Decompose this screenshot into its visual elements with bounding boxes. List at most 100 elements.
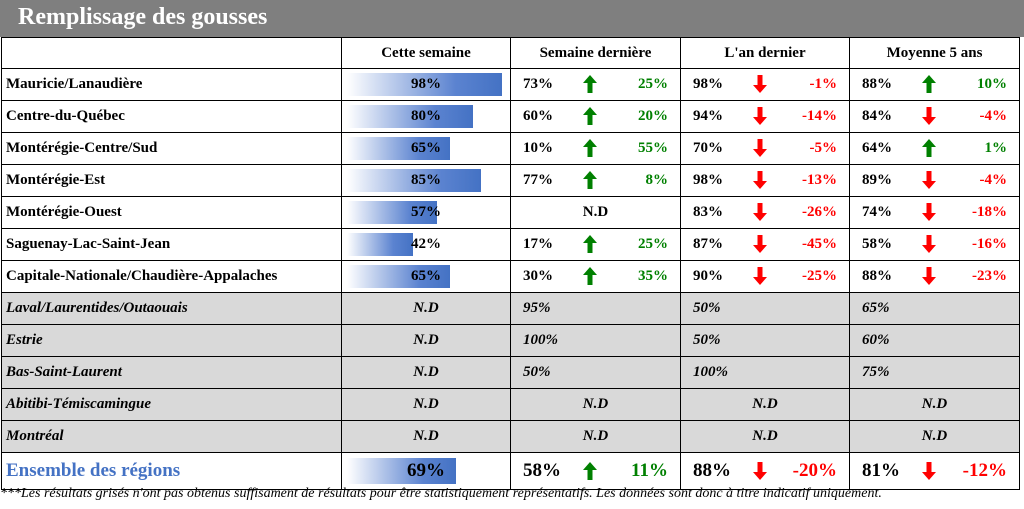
header-avg5: Moyenne 5 ans <box>849 37 1020 69</box>
arrow-up-icon <box>583 235 597 253</box>
comparison-value: 98% <box>693 172 723 188</box>
avg5-value: N.D <box>849 388 1020 421</box>
this-week-value: 57% <box>411 204 441 220</box>
comparison-cell: 88% -23% <box>849 260 1020 293</box>
comparison-value: 73% <box>523 76 553 92</box>
header-row: Cette semaine Semaine dernière L'an dern… <box>1 37 1020 69</box>
this-week-cell: 80% <box>341 100 511 133</box>
arrow-down-icon <box>922 462 936 480</box>
progress-bar <box>347 73 502 96</box>
table-row-grey: Montréal N.D N.D N.D N.D <box>1 420 1020 453</box>
table-row: Montérégie-Ouest 57% N.D 83% -26% 74% -18% <box>1 196 1020 229</box>
table-row-grey: Bas-Saint-Laurent N.D 50% 100% 75% <box>1 356 1020 389</box>
total-label: Ensemble des régions <box>1 452 342 490</box>
table-row: Capitale-Nationale/Chaudière-Appalaches 6… <box>1 260 1020 293</box>
not-available-cell: N.D <box>510 196 681 229</box>
comparison-cell: 87% -45% <box>680 228 850 261</box>
arrow-up-icon <box>583 462 597 480</box>
avg5-value: 65% <box>849 292 1020 325</box>
comparison-value: 70% <box>693 140 723 156</box>
region-name: Bas-Saint-Laurent <box>1 356 342 389</box>
this-week-value: 65% <box>411 140 441 156</box>
comparison-diff: 1% <box>984 140 1008 156</box>
last-week-value: 50% <box>510 356 681 389</box>
comparison-cell: 60% 20% <box>510 100 681 133</box>
arrow-down-icon <box>753 203 767 221</box>
region-name: Centre-du-Québec <box>1 100 342 133</box>
comparison-value: 17% <box>523 236 553 252</box>
table-row-grey: Estrie N.D 100% 50% 60% <box>1 324 1020 357</box>
comparison-diff: -45% <box>802 236 837 252</box>
last-year-value: 50% <box>680 292 850 325</box>
comparison-value: 81% <box>862 460 900 481</box>
arrow-up-icon <box>583 139 597 157</box>
arrow-up-icon <box>583 267 597 285</box>
this-week-cell: 57% <box>341 196 511 229</box>
comparison-cell: 17% 25% <box>510 228 681 261</box>
progress-bar <box>347 201 437 224</box>
comparison-diff: -4% <box>979 172 1008 188</box>
comparison-diff: -14% <box>802 108 837 124</box>
comparison-value: 10% <box>523 140 553 156</box>
comparison-cell: 30% 35% <box>510 260 681 293</box>
comparison-cell: 74% -18% <box>849 196 1020 229</box>
arrow-up-icon <box>583 171 597 189</box>
this-week-value: N.D <box>341 324 511 357</box>
region-name: Montérégie-Centre/Sud <box>1 132 342 165</box>
table-row: Saguenay-Lac-Saint-Jean 42% 17% 25% 87% -45% 5… <box>1 228 1020 261</box>
title-bar: Remplissage des gousses <box>0 0 1024 37</box>
comparison-diff: 25% <box>638 236 668 252</box>
arrow-down-icon <box>753 139 767 157</box>
comparison-value: 88% <box>862 268 892 284</box>
comparison-cell: 81% -12% <box>849 452 1020 490</box>
this-week-cell: 69% <box>341 452 511 490</box>
comparison-diff: 8% <box>645 172 669 188</box>
region-name: Abitibi-Témiscamingue <box>1 388 342 421</box>
comparison-cell: 98% -1% <box>680 68 850 101</box>
this-week-value: 85% <box>411 172 441 188</box>
header-this-week: Cette semaine <box>341 37 511 69</box>
arrow-down-icon <box>922 171 936 189</box>
comparison-diff: 25% <box>638 76 668 92</box>
region-name: Laval/Laurentides/Outaouais <box>1 292 342 325</box>
table-row-grey: Abitibi-Témiscamingue N.D N.D N.D N.D <box>1 388 1020 421</box>
header-last-week: Semaine dernière <box>510 37 681 69</box>
comparison-value: 58% <box>523 460 561 481</box>
comparison-value: 88% <box>862 76 892 92</box>
comparison-cell: 77% 8% <box>510 164 681 197</box>
progress-bar <box>347 105 473 128</box>
comparison-value: 90% <box>693 268 723 284</box>
table-row-grey: Laval/Laurentides/Outaouais N.D 95% 50% 65% <box>1 292 1020 325</box>
comparison-diff: 20% <box>638 108 668 124</box>
this-week-value: N.D <box>341 388 511 421</box>
this-week-value: N.D <box>341 292 511 325</box>
last-week-value: N.D <box>510 420 681 453</box>
region-name: Capitale-Nationale/Chaudière-Appalaches <box>1 260 342 293</box>
table-row: Centre-du-Québec 80% 60% 20% 94% -14% 84% -4% <box>1 100 1020 133</box>
this-week-value: 69% <box>407 460 445 481</box>
comparison-value: 94% <box>693 108 723 124</box>
comparison-diff: -18% <box>972 204 1007 220</box>
comparison-cell: 94% -14% <box>680 100 850 133</box>
arrow-up-icon <box>922 75 936 93</box>
comparison-cell: 58% -16% <box>849 228 1020 261</box>
comparison-cell: 89% -4% <box>849 164 1020 197</box>
comparison-diff: -23% <box>972 268 1007 284</box>
footnote: ***Les résultats grisés n'ont pas obtenu… <box>0 486 882 501</box>
comparison-value: 89% <box>862 172 892 188</box>
region-name: Montérégie-Ouest <box>1 196 342 229</box>
arrow-up-icon <box>583 75 597 93</box>
page-title: Remplissage des gousses <box>18 4 268 30</box>
arrow-down-icon <box>922 203 936 221</box>
progress-bar <box>347 137 450 160</box>
arrow-down-icon <box>922 235 936 253</box>
arrow-down-icon <box>753 171 767 189</box>
arrow-down-icon <box>753 107 767 125</box>
comparison-cell: 73% 25% <box>510 68 681 101</box>
this-week-cell: 65% <box>341 132 511 165</box>
arrow-down-icon <box>922 267 936 285</box>
header-region <box>1 37 342 69</box>
arrow-down-icon <box>922 107 936 125</box>
comparison-value: 64% <box>862 140 892 156</box>
table-row: Mauricie/Lanaudière 98% 73% 25% 98% -1% 88% 10% <box>1 68 1020 101</box>
